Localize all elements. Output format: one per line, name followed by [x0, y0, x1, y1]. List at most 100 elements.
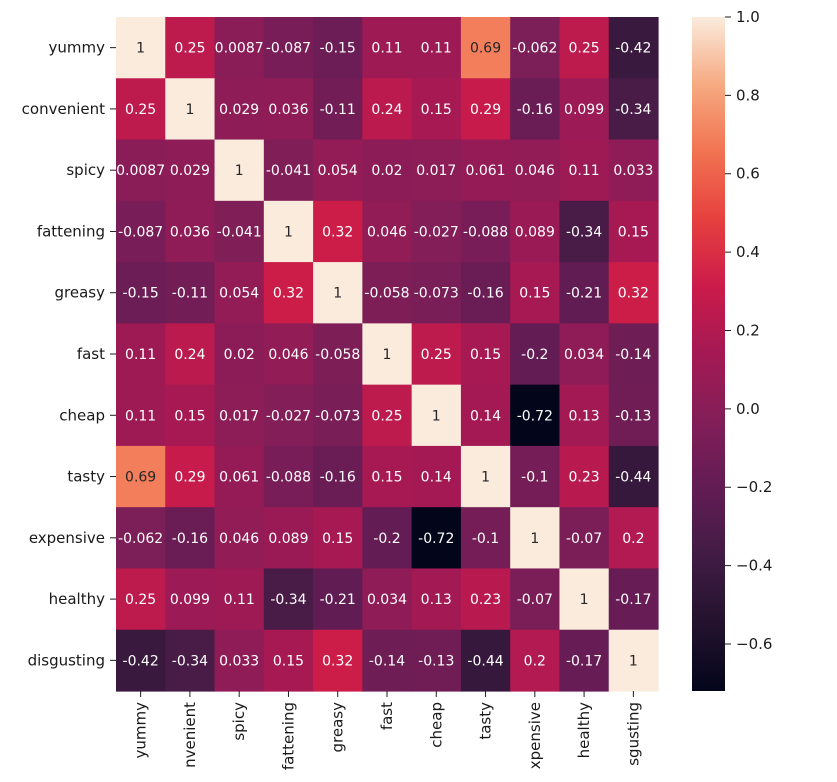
heatmap-cell-yummy-fattening	[263, 17, 314, 79]
column-labels: yummy nvenient spicy fattening greasy fast che…	[132, 691, 642, 770]
cell-value-label: 0.15	[519, 286, 550, 302]
heatmap-cell-cheap-cheap	[411, 384, 462, 447]
heatmap-cell-healthy-spicy	[214, 568, 265, 631]
heatmap-cell-cheap-spicy	[214, 384, 265, 447]
heatmap-cell-greasy-fattening	[263, 262, 314, 324]
heatmap-cell-disgusting-greasy	[313, 629, 363, 692]
cell-value-label: 0.25	[371, 408, 402, 424]
cell-value-label: -0.027	[414, 224, 459, 240]
cell-value-label: 1	[185, 102, 194, 118]
colorbar-tick-label: 0.2	[736, 321, 760, 339]
heatmap-cell-expensive-cheap	[411, 507, 462, 570]
heatmap-cell-disgusting-spicy	[214, 629, 265, 692]
cell-value-label: -0.11	[172, 286, 208, 302]
cell-value-label: -0.42	[123, 653, 159, 669]
heatmap-cell-convenient-spicy	[214, 78, 265, 141]
cell-value-label: 0.017	[219, 408, 259, 424]
cell-value-label: 0.69	[470, 41, 501, 57]
cell-value-label: -0.058	[315, 347, 360, 363]
heatmap-cell-convenient-convenient	[165, 78, 216, 141]
heatmap-cell-yummy-healthy	[559, 17, 610, 79]
heatmap-cell-healthy-disgusting	[608, 568, 659, 631]
colorbar-gradient	[692, 17, 725, 691]
heatmap-cell-healthy-fattening	[263, 568, 314, 631]
heatmap-cell-fast-fattening	[263, 323, 314, 386]
heatmap-cell-convenient-cheap	[411, 78, 462, 141]
heatmap-cell-fattening-cheap	[411, 200, 462, 263]
column-label-fattening: fattening	[279, 702, 297, 770]
heatmap-cell-fattening-spicy	[214, 200, 265, 263]
heatmap-cell-healthy-fast	[362, 568, 413, 631]
heatmap-cell-spicy-yummy	[116, 139, 166, 202]
heatmap-cell-fast-tasty	[460, 323, 511, 386]
heatmap-cell-greasy-fast	[362, 262, 413, 324]
heatmap-cell-disgusting-cheap	[411, 629, 462, 692]
heatmap-cell-fast-disgusting	[608, 323, 659, 386]
cell-value-label: -0.34	[566, 224, 602, 240]
cell-value-label: 0.046	[268, 347, 308, 363]
cell-value-label: 0.25	[569, 41, 600, 57]
heatmap-cell-spicy-expensive	[510, 139, 561, 202]
heatmap-cell-cheap-fast	[362, 384, 413, 447]
heatmap-cell-spicy-disgusting	[608, 139, 659, 202]
heatmap-cell-spicy-spicy	[214, 139, 265, 202]
heatmap-cell-healthy-cheap	[411, 568, 462, 631]
row-label-tasty: tasty	[67, 468, 105, 486]
heatmap-cell-disgusting-fattening	[263, 629, 314, 692]
heatmap-cell-greasy-spicy	[214, 262, 265, 324]
cell-value-label: -0.72	[418, 531, 454, 547]
heatmap-cell-tasty-cheap	[411, 445, 462, 508]
heatmap-cell-expensive-disgusting	[608, 507, 659, 570]
heatmap-cell-expensive-healthy	[559, 507, 610, 570]
heatmap-cell-fattening-greasy	[313, 200, 363, 263]
column-label-cheap: cheap	[427, 702, 445, 748]
heatmap-cell-tasty-disgusting	[608, 445, 659, 508]
colorbar-tick-label: 0.6	[736, 165, 760, 183]
cell-value-label: -0.041	[266, 163, 311, 179]
row-label-yummy: yummy	[49, 39, 106, 57]
cell-value-label: -0.34	[270, 592, 306, 608]
heatmap-cell-cheap-fattening	[263, 384, 314, 447]
heatmap-cell-yummy-fast	[362, 17, 413, 79]
heatmap-cell-healthy-convenient	[165, 568, 216, 631]
cell-value-label: 0.11	[569, 163, 600, 179]
cell-value-label: 0.13	[421, 592, 452, 608]
heatmap-cell-spicy-healthy	[559, 139, 610, 202]
cell-value-label: -0.027	[266, 408, 311, 424]
heatmap-cell-fattening-tasty	[460, 200, 511, 263]
heatmap-cell-expensive-fast	[362, 507, 413, 570]
heatmap-cells: 1 0.25 0.0087 -0.087 -0.15 0.11 0.11 0.69 -0.062…	[116, 17, 659, 692]
cell-value-label: 1	[481, 470, 490, 486]
heatmap-cell-expensive-tasty	[460, 507, 511, 570]
heatmap-cell-greasy-yummy	[116, 262, 166, 324]
heatmap-cell-convenient-fattening	[263, 78, 314, 141]
cell-value-label: 0.033	[613, 163, 653, 179]
heatmap-cell-convenient-tasty	[460, 78, 511, 141]
heatmap-cell-cheap-greasy	[313, 384, 363, 447]
cell-value-label: 0.25	[421, 347, 452, 363]
cell-value-label: 0.099	[564, 102, 604, 118]
heatmap-cell-greasy-greasy	[313, 262, 363, 324]
heatmap-cell-convenient-disgusting	[608, 78, 659, 141]
cell-value-label: -0.14	[615, 347, 651, 363]
cell-value-label: 0.23	[569, 470, 600, 486]
heatmap-cell-disgusting-healthy	[559, 629, 610, 692]
row-labels: yummy convenient spicy fattening greasy fast c…	[22, 39, 116, 669]
cell-value-label: -0.087	[118, 224, 163, 240]
colorbar: 1.0 0.8 0.6 0.4 0.2 0.0 −0.2 −0.4 −0.6	[692, 8, 772, 691]
column-label-disgusting: sgusting	[624, 702, 642, 766]
cell-value-label: 1	[580, 592, 589, 608]
cell-value-label: 0.2	[524, 653, 546, 669]
heatmap-cell-fattening-healthy	[559, 200, 610, 263]
heatmap-cell-fattening-expensive	[510, 200, 561, 263]
cell-value-label: 0.15	[174, 408, 205, 424]
cell-value-label: -0.073	[315, 408, 360, 424]
cell-value-label: 0.11	[371, 41, 402, 57]
cell-value-label: -0.088	[463, 224, 508, 240]
heatmap-cell-tasty-fattening	[263, 445, 314, 508]
cell-value-label: 0.11	[125, 347, 156, 363]
heatmap-cell-yummy-spicy	[214, 17, 265, 79]
cell-value-label: 0.0087	[116, 163, 165, 179]
cell-value-label: 0.29	[470, 102, 501, 118]
heatmap-cell-cheap-convenient	[165, 384, 216, 447]
